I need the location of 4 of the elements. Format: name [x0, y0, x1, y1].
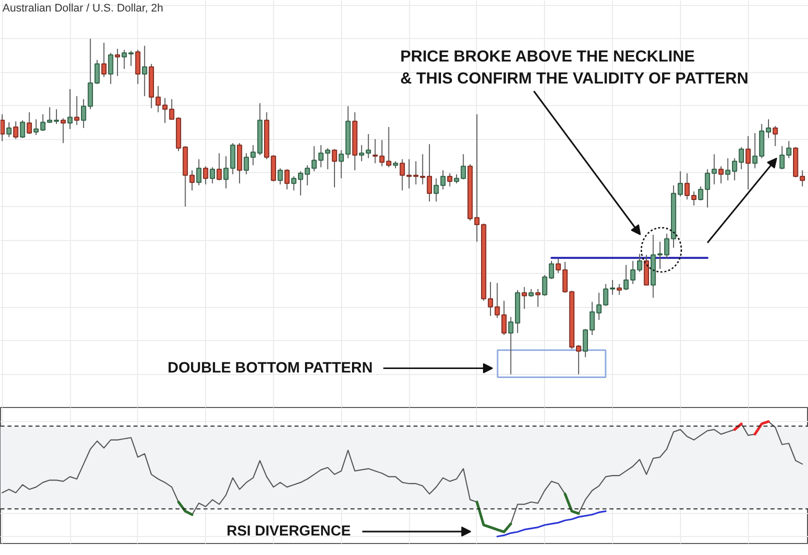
annotation: PRICE BROKE ABOVE THE NECKLINE & THIS CONFIRM THE VALIDITY OF PATTERN [400, 48, 748, 88]
chart-title: Australian Dollar / U.S. Dollar, 2h [2, 2, 164, 14]
annotation: DOUBLE BOTTOM PATTERN [168, 360, 373, 377]
annotation: RSI DIVERGENCE [226, 524, 352, 540]
